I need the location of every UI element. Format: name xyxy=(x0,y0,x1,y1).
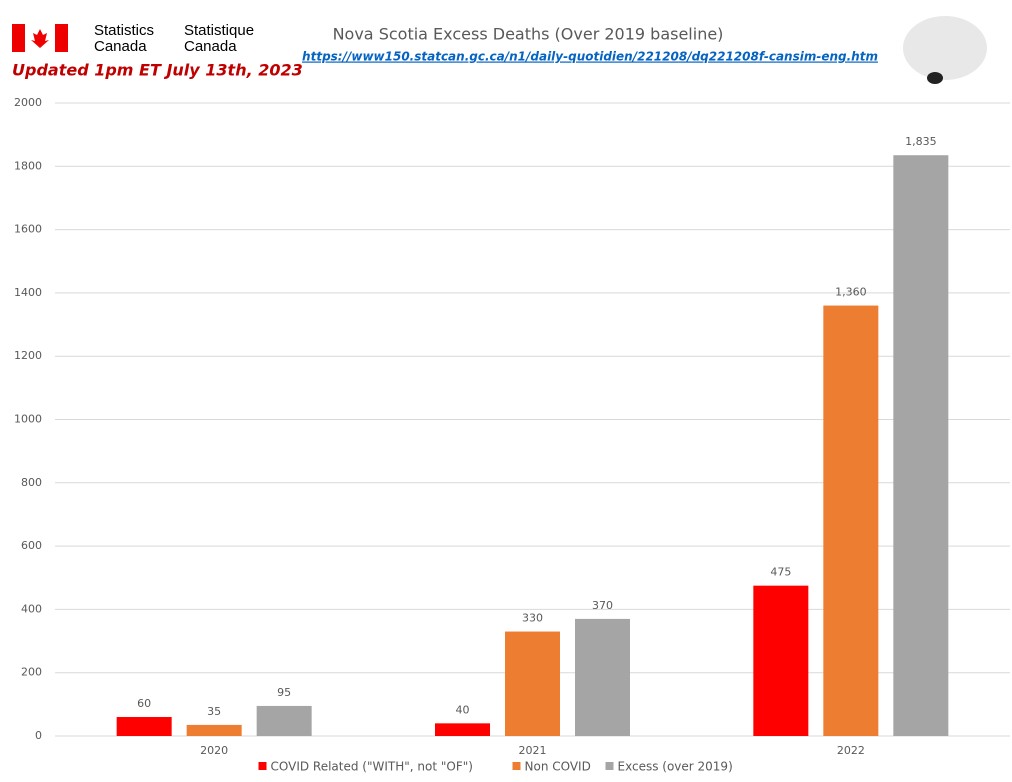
update-note: Updated 1pm ET July 13th, 2023 xyxy=(12,61,303,80)
bar xyxy=(186,724,242,736)
legend-swatch xyxy=(605,762,614,770)
value-label: 35 xyxy=(207,705,221,718)
y-tick-label: 1400 xyxy=(14,286,42,299)
y-tick-label: 1800 xyxy=(14,159,42,172)
value-label: 95 xyxy=(277,686,291,699)
y-tick-label: 400 xyxy=(21,602,42,615)
value-label: 1,835 xyxy=(905,135,937,148)
value-label: 1,360 xyxy=(835,286,867,299)
bar xyxy=(505,631,560,736)
value-label: 370 xyxy=(592,599,613,612)
logo-text: Canada xyxy=(184,38,237,55)
y-tick-label: 1200 xyxy=(14,349,42,362)
y-tick-label: 200 xyxy=(21,666,42,679)
bar xyxy=(116,717,172,736)
y-tick-label: 1000 xyxy=(14,413,42,426)
legend-swatch xyxy=(512,762,521,770)
legend-label: COVID Related ("WITH", not "OF") xyxy=(271,760,473,774)
logo-text: Statistics xyxy=(94,22,154,39)
canada-flag xyxy=(12,24,68,52)
bar xyxy=(893,155,949,736)
bar xyxy=(753,585,809,736)
source-link[interactable]: https://www150.statcan.gc.ca/n1/daily-qu… xyxy=(302,50,878,64)
x-tick-label: 2020 xyxy=(200,744,228,757)
bar xyxy=(575,618,630,736)
value-label: 60 xyxy=(137,697,151,710)
legend-label: Non COVID xyxy=(525,760,591,774)
chart-title: Nova Scotia Excess Deaths (Over 2019 bas… xyxy=(333,25,724,44)
value-label: 330 xyxy=(522,612,543,625)
bar xyxy=(823,305,879,736)
y-tick-label: 2000 xyxy=(14,96,42,109)
y-tick-label: 0 xyxy=(35,729,42,742)
value-label: 40 xyxy=(456,703,470,716)
bar xyxy=(435,723,490,736)
logo-text: Statistique xyxy=(184,22,254,39)
bar xyxy=(256,705,312,736)
wolf-logo xyxy=(903,16,987,84)
legend-label: Excess (over 2019) xyxy=(618,760,733,774)
x-tick-label: 2021 xyxy=(519,744,547,757)
legend-swatch xyxy=(258,762,267,770)
value-label: 475 xyxy=(770,566,791,579)
y-tick-label: 800 xyxy=(21,476,42,489)
logo-text: Canada xyxy=(94,38,147,55)
x-tick-label: 2022 xyxy=(837,744,865,757)
y-tick-label: 600 xyxy=(21,539,42,552)
y-tick-label: 1600 xyxy=(14,223,42,236)
